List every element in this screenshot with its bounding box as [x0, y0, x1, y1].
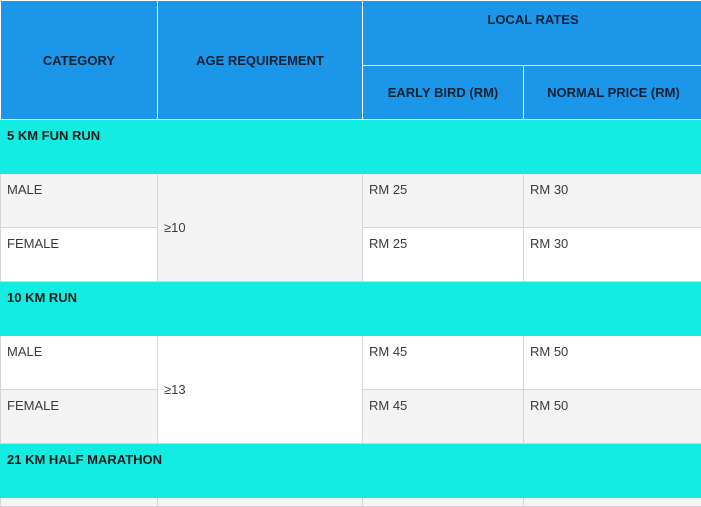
header-local-rates: LOCAL RATES: [363, 1, 701, 66]
header-age-requirement: AGE REQUIREMENT: [158, 1, 363, 120]
category-cell: FEMALE: [1, 228, 158, 282]
section-row: 5 KM FUN RUN: [1, 120, 701, 174]
early-bird-cell: RM 25: [363, 228, 524, 282]
category-cell: MALE: [1, 336, 158, 390]
normal-price-cell: RM 30: [524, 228, 701, 282]
category-cell: MALE: [1, 174, 158, 228]
early-bird-cell: [363, 498, 524, 507]
table-row: MALE ≥13 RM 45 RM 50: [1, 336, 701, 390]
header-category: CATEGORY: [1, 1, 158, 120]
category-cell: [1, 498, 158, 507]
normal-price-cell: RM 50: [524, 336, 701, 390]
section-row: 10 KM RUN: [1, 282, 701, 336]
age-requirement-cell: ≥10: [158, 174, 363, 282]
normal-price-cell: RM 30: [524, 174, 701, 228]
section-row: 21 KM HALF MARATHON: [1, 444, 701, 498]
age-requirement-cell: [158, 498, 363, 507]
age-requirement-cell: ≥13: [158, 336, 363, 444]
section-title: 10 KM RUN: [1, 282, 701, 336]
normal-price-cell: [524, 498, 701, 507]
early-bird-cell: RM 45: [363, 336, 524, 390]
early-bird-cell: RM 45: [363, 390, 524, 444]
category-cell: FEMALE: [1, 390, 158, 444]
header-early-bird: EARLY BIRD (RM): [363, 66, 524, 120]
table-row: [1, 498, 701, 507]
table-row: MALE ≥10 RM 25 RM 30: [1, 174, 701, 228]
early-bird-cell: RM 25: [363, 174, 524, 228]
header-row: CATEGORY AGE REQUIREMENT LOCAL RATES: [1, 1, 701, 66]
section-title: 5 KM FUN RUN: [1, 120, 701, 174]
header-normal-price: NORMAL PRICE (RM): [524, 66, 701, 120]
section-title: 21 KM HALF MARATHON: [1, 444, 701, 498]
normal-price-cell: RM 50: [524, 390, 701, 444]
